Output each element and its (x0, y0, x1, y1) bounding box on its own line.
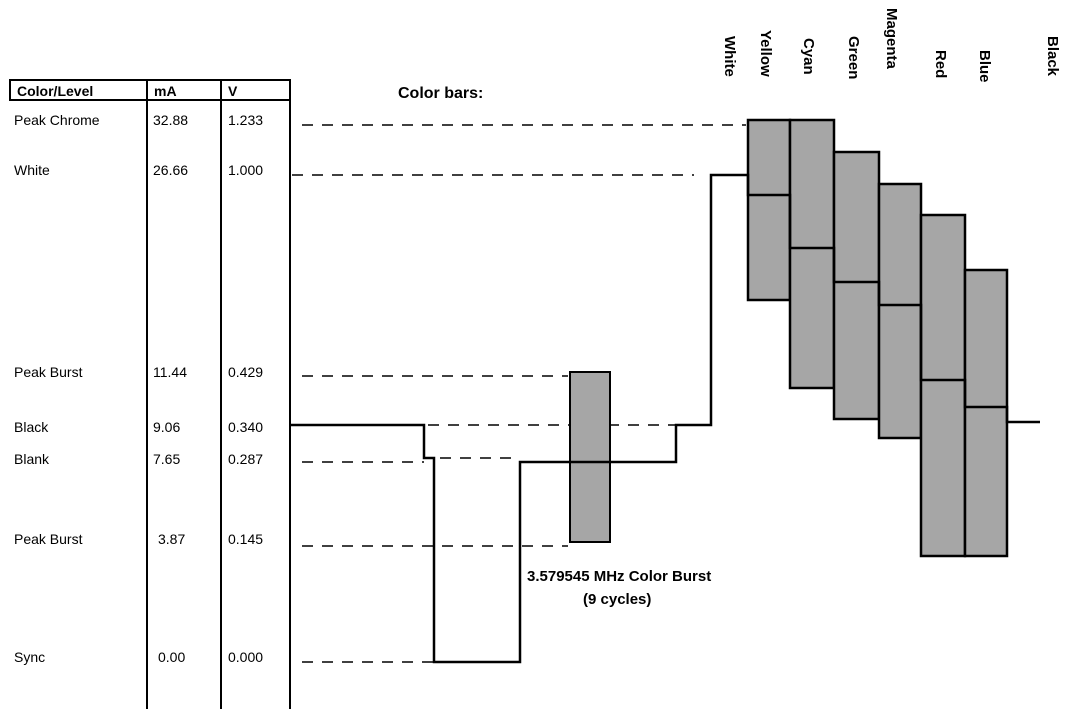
row-v: 1.233 (228, 112, 263, 128)
color-burst-box (569, 371, 611, 543)
row-label: Black (14, 419, 49, 435)
row-v: 0.340 (228, 419, 263, 435)
row-ma: 26.66 (153, 162, 188, 178)
bar-label-black: Black (1044, 36, 1061, 77)
row-label: White (14, 162, 50, 178)
color-bar-labels: White Yellow Cyan Green Magenta Red Blue… (721, 8, 1061, 83)
bar-label-yellow: Yellow (757, 30, 774, 77)
row-label: Peak Burst (14, 531, 83, 547)
row-v: 0.000 (228, 649, 263, 665)
row-label: Sync (14, 649, 45, 665)
bar-label-green: Green (845, 36, 862, 79)
bar-label-white: White (721, 36, 738, 77)
color-bars-title: Color bars: (398, 85, 483, 102)
row-v: 0.145 (228, 531, 263, 547)
row-ma: 32.88 (153, 112, 188, 128)
row-v: 0.429 (228, 364, 263, 380)
row-label: Peak Burst (14, 364, 83, 380)
color-bar-boxes (746, 118, 1009, 558)
row-ma: 7.65 (153, 451, 180, 467)
color-burst-cycles: (9 cycles) (583, 591, 651, 608)
color-bar-cyan (788, 118, 836, 390)
row-label: Blank (14, 451, 50, 467)
column-header-v: V (228, 83, 238, 99)
bar-label-blue: Blue (976, 50, 993, 83)
bar-label-cyan: Cyan (800, 38, 817, 75)
row-v: 0.287 (228, 451, 263, 467)
color-bar-magenta (877, 182, 923, 440)
row-v: 1.000 (228, 162, 263, 178)
row-ma: 11.44 (153, 364, 187, 380)
reference-lines (292, 124, 746, 663)
bar-label-red: Red (932, 50, 949, 78)
color-bar-green (832, 150, 881, 421)
bar-label-magenta: Magenta (883, 8, 900, 70)
column-header-ma: mA (154, 83, 177, 99)
row-ma: 9.06 (153, 419, 180, 435)
color-bar-yellow (746, 118, 792, 302)
column-header-color-level: Color/Level (17, 83, 93, 99)
video-waveform-line (290, 173, 1040, 664)
color-burst-caption: 3.579545 MHz Color Burst (527, 568, 711, 585)
color-bar-blue (963, 268, 1009, 558)
row-ma: 0.00 (158, 649, 185, 665)
row-ma: 3.87 (158, 531, 185, 547)
level-table: Color/Level mA V Peak Chrome 32.88 1.233… (9, 79, 291, 709)
row-label: Peak Chrome (14, 112, 100, 128)
color-bar-red (919, 213, 967, 558)
